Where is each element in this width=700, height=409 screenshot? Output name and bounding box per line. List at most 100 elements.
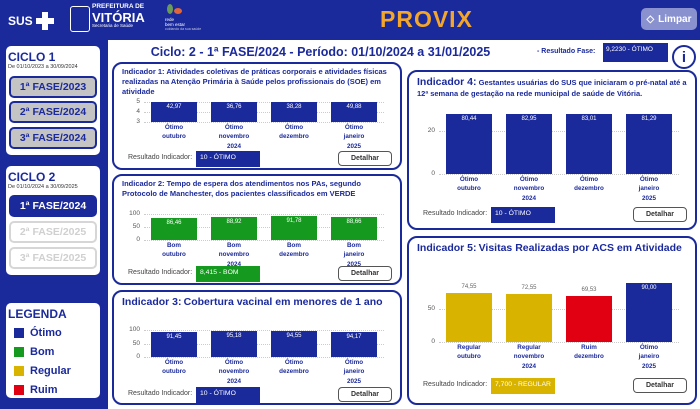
y-tick-label: 0: [136, 353, 140, 360]
bar-janeiro[interactable]: 49,88: [330, 102, 378, 122]
y-tick-label: 50: [132, 223, 140, 230]
bar-novembro[interactable]: 82,95: [505, 114, 553, 174]
status-label: Ótimo: [164, 359, 184, 366]
status-label: Ótimo: [284, 124, 304, 131]
status-label: Bom: [227, 242, 241, 249]
app-title: PROVIX: [380, 6, 473, 32]
bar-value-label: 49,88: [346, 104, 362, 110]
bar-value-label: 94,17: [346, 333, 362, 340]
status-label: Ótimo: [639, 344, 659, 351]
x-category-label: Ótimo novembro: [204, 124, 264, 141]
bar-outubro[interactable]: 80,44: [445, 114, 493, 174]
year-label-2025: 2025: [346, 378, 361, 385]
sus-logo: SUS: [8, 12, 54, 30]
bar-outubro[interactable]: 86,46: [150, 217, 198, 240]
month-label: dezembro: [279, 132, 309, 140]
detail-button[interactable]: Detalhar: [633, 378, 687, 393]
status-label: Ótimo: [224, 359, 244, 366]
bar-value-label: 69,53: [581, 287, 597, 294]
bar-outubro[interactable]: 91,45: [150, 332, 198, 357]
status-label: Ótimo: [344, 359, 364, 366]
month-label: dezembro: [574, 184, 604, 192]
ciclo1-title: CICLO 1: [8, 50, 56, 64]
phase-button-3-2024[interactable]: 3ª FASE/2024: [9, 127, 97, 149]
month-label: novembro: [513, 184, 545, 192]
gridline: [144, 240, 384, 241]
legend-swatch: [14, 327, 24, 338]
bar-janeiro[interactable]: 81,29: [625, 114, 673, 174]
bar-value-label: 38,28: [286, 104, 302, 110]
bar-novembro[interactable]: 36,76: [210, 102, 258, 122]
legend-label: Regular: [30, 364, 71, 377]
x-category-label: Ótimo dezembro: [264, 359, 324, 376]
bar-dezembro[interactable]: 69,53: [565, 287, 613, 342]
indicator-title: Indicador 4: Gestantes usuárias do SUS q…: [417, 75, 690, 99]
bar-chart: 0 50 74,55 Regular outubro 72,55 Regular nove…: [428, 276, 679, 370]
bar-outubro[interactable]: 42,97: [150, 102, 198, 122]
ciclo2-panel: CICLO 2 De 01/10/2024 a 30/09/2025 1ª FA…: [6, 166, 100, 275]
result-value: 7,700 - REGULAR: [491, 378, 555, 394]
rede-line: bem estar: [165, 21, 186, 27]
x-category-label: Ótimo janeiro: [324, 124, 384, 141]
ciclo1-range: De 01/10/2023 a 30/09/2024: [8, 64, 78, 70]
gridline: [144, 343, 384, 345]
month-label: novembro: [218, 132, 250, 140]
legend-swatch: [14, 365, 24, 376]
x-category-label: Ótimo novembro: [499, 176, 559, 193]
y-tick-label: 5: [136, 98, 140, 105]
year-label-2024: 2024: [226, 261, 241, 268]
indicator-number: Indicador 4:: [417, 76, 477, 88]
x-category-label: Ótimo janeiro: [619, 344, 679, 361]
month-label: dezembro: [279, 367, 309, 375]
gridline: [144, 112, 384, 113]
detail-button[interactable]: Detalhar: [338, 266, 392, 281]
clear-button[interactable]: ◇ Limpar: [641, 8, 697, 30]
bar-dezembro[interactable]: 91,78: [270, 216, 318, 240]
detail-button[interactable]: Detalhar: [338, 151, 392, 166]
status-label: Bom: [347, 242, 361, 249]
bar-dezembro[interactable]: 38,28: [270, 102, 318, 122]
bar-novembro[interactable]: 95,18: [210, 331, 258, 357]
prefeitura-city: VITÓRIA: [92, 9, 145, 25]
phase-result-label: - Resultado Fase:: [537, 48, 596, 55]
phase-button-1-2024[interactable]: 1ª FASE/2024: [9, 195, 97, 217]
indicator-2-card: Indicador 2: Tempo de espera dos atendim…: [112, 174, 402, 285]
bar-janeiro[interactable]: 88,66: [330, 216, 378, 240]
y-tick-label: 3: [136, 118, 140, 125]
bar-value-label: 90,00: [641, 284, 657, 291]
x-category-label: Ótimo novembro: [204, 359, 264, 376]
legend-title: LEGENDA: [8, 307, 67, 321]
result-value: 10 - ÓTIMO: [196, 151, 260, 167]
bar-value-label: 88,66: [346, 218, 362, 225]
month-label: novembro: [218, 367, 250, 375]
status-label: Bom: [287, 242, 301, 249]
detail-button[interactable]: Detalhar: [338, 387, 392, 402]
prefeitura-logo: PREFEITURA DE VITÓRIA Secretaria de Saúd…: [92, 3, 145, 28]
phase-button-1-2023[interactable]: 1ª FASE/2023: [9, 76, 97, 98]
bar-value-label: 80,44: [461, 116, 477, 122]
info-icon[interactable]: i: [672, 45, 696, 69]
clear-button-label: Limpar: [658, 13, 692, 25]
status-label: Ótimo: [164, 124, 184, 131]
y-tick-label: 50: [132, 339, 140, 347]
result-label: Resultado Indicador:: [128, 154, 193, 161]
legend-label: Bom: [30, 345, 55, 358]
detail-button[interactable]: Detalhar: [633, 207, 687, 222]
indicator-description: Tempo de espera dos atendimentos nos PAs…: [122, 179, 361, 199]
bar-outubro[interactable]: 74,55: [445, 284, 493, 342]
indicator-title: Indicador 2: Tempo de espera dos atendim…: [122, 179, 395, 199]
bar-dezembro[interactable]: 94,55: [270, 331, 318, 357]
bar-janeiro[interactable]: 94,17: [330, 331, 378, 357]
ciclo2-range: De 01/10/2024 a 30/09/2025: [8, 184, 78, 190]
indicator-number: Indicador 2:: [122, 179, 165, 188]
bar-janeiro[interactable]: 90,00: [625, 282, 673, 342]
status-label: Ótimo: [224, 124, 244, 131]
bar-value-label: 94,55: [286, 333, 302, 340]
bar-novembro[interactable]: 88,92: [210, 216, 258, 240]
cross-icon: [35, 12, 54, 30]
bar-dezembro[interactable]: 83,01: [565, 114, 613, 174]
month-label: outubro: [457, 352, 481, 360]
bar-novembro[interactable]: 72,55: [505, 285, 553, 342]
phase-button-2-2024[interactable]: 2ª FASE/2024: [9, 101, 97, 123]
